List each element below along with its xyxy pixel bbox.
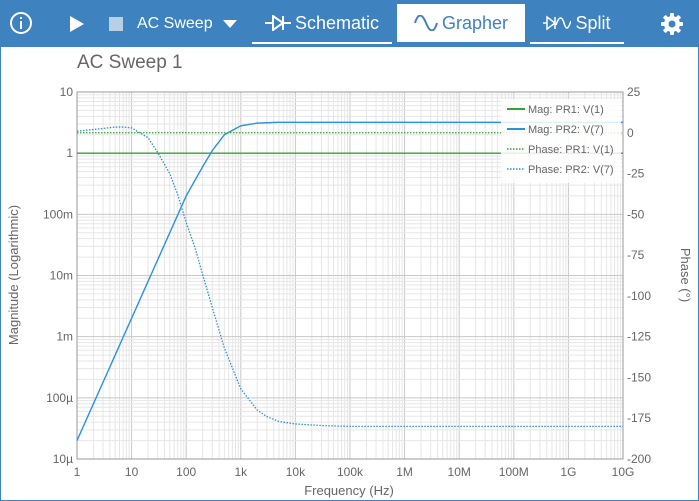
diode-icon [264,15,291,31]
play-icon[interactable] [69,15,85,33]
x-tick-label: 100 [176,465,196,479]
y-tick-label: 10m [50,269,73,283]
legend-label: Phase: PR1: V(1) [528,144,614,156]
gear-icon[interactable] [660,12,684,36]
y-tick-label: 100m [43,207,73,221]
x-tick-label: 1M [396,465,413,479]
tab-grapher-label: Grapher [441,12,509,33]
y2-axis-label: Phase (°) [678,248,693,302]
legend-label: Mag: PR2: V(7) [528,124,604,136]
tab-schematic[interactable]: Schematic [252,4,392,44]
x-tick-label: 100k [337,465,364,479]
y2-tick-label: 25 [627,85,641,99]
series-line-2 [76,121,623,441]
x-tick-label: 10G [612,465,635,479]
toolbar: AC Sweep Schematic Grapher [1,1,698,47]
sine-wave-icon [414,15,438,31]
y2-tick-label: -175 [627,411,651,425]
y2-tick-label: -25 [627,167,645,181]
y2-tick-label: -50 [627,207,645,221]
y-axis-label: Magnitude (Logarithmic) [6,205,21,345]
tab-grapher[interactable]: Grapher [397,4,525,42]
series-line-4 [76,126,623,428]
legend-box [501,99,621,183]
split-icon [543,15,572,31]
x-axis-label: Frequency (Hz) [304,483,394,498]
tab-underline [252,42,392,44]
chevron-down-icon [222,20,237,28]
info-icon[interactable] [9,11,33,35]
x-tick-label: 100M [499,465,529,479]
tab-schematic-label: Schematic [294,12,380,33]
plot-border [76,91,624,460]
y-tick-label: 10µ [53,452,73,466]
x-tick-label: 10k [286,465,306,479]
sweep-selector[interactable]: AC Sweep [137,13,237,35]
chart-title: AC Sweep 1 [77,52,183,73]
x-tick-label: 1 [74,465,81,479]
y2-tick-label: -100 [627,289,651,303]
y-tick-label: 1 [66,146,73,160]
legend-label: Phase: PR2: V(7) [528,164,614,176]
y-tick-label: 1m [56,330,73,344]
sweep-selector-label: AC Sweep [137,15,213,32]
x-tick-label: 1G [560,465,576,479]
y2-tick-label: 0 [627,126,634,140]
legend-label: Mag: PR1: V(1) [528,104,604,116]
x-tick-label: 10 [125,465,139,479]
x-tick-label: 10M [448,465,471,479]
tab-split[interactable]: Split [530,4,624,44]
x-tick-label: 1k [234,465,248,479]
stop-icon[interactable] [108,16,124,32]
y2-tick-label: -125 [627,330,651,344]
y2-tick-label: -150 [627,370,651,384]
y2-tick-label: -75 [627,248,645,262]
y-tick-label: 100µ [46,391,73,405]
y2-tick-label: -200 [627,452,651,466]
y-tick-label: 10 [60,85,74,99]
tab-underline [530,42,624,44]
tab-split-label: Split [575,12,611,33]
